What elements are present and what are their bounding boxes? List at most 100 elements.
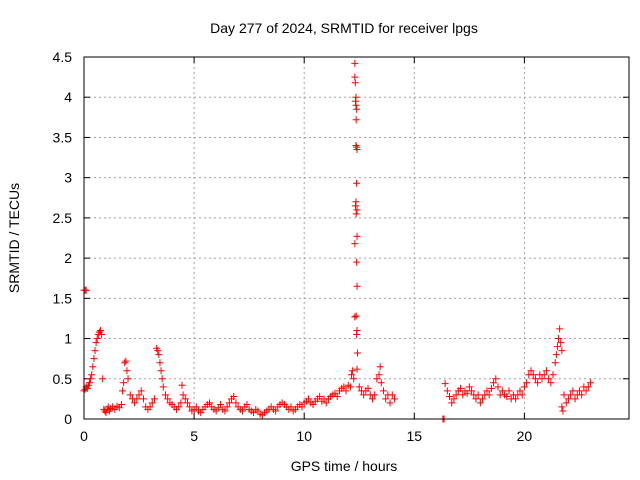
data-point [540, 371, 548, 379]
data-point [582, 387, 590, 395]
data-point [353, 365, 361, 373]
y-axis-title: SRMTID / TECUs [6, 183, 22, 293]
data-point [547, 379, 555, 387]
data-point [558, 347, 566, 355]
data-point [479, 395, 487, 403]
data-point [243, 401, 251, 409]
data-point [373, 375, 381, 383]
data-point [316, 392, 324, 400]
data-point [124, 375, 132, 383]
data-point [146, 403, 154, 411]
data-point [123, 367, 131, 375]
data-point [476, 399, 484, 407]
data-point [485, 391, 493, 399]
data-point [360, 391, 368, 399]
data-point [353, 146, 361, 154]
y-tick-label: 4.5 [53, 49, 73, 65]
data-point [586, 379, 594, 387]
data-point [446, 392, 454, 400]
y-tick-label: 4 [64, 89, 72, 105]
data-point [545, 375, 553, 383]
data-point [99, 375, 107, 383]
data-point [232, 399, 240, 407]
data-point [157, 367, 165, 375]
data-point [175, 403, 183, 411]
data-point [342, 387, 350, 395]
data-point [87, 375, 95, 383]
data-point [463, 389, 471, 397]
data-point [221, 407, 229, 415]
data-point [181, 395, 189, 403]
data-point [351, 313, 359, 321]
data-point [230, 392, 238, 400]
data-point [492, 375, 500, 383]
data-point [161, 391, 169, 399]
data-point [89, 363, 97, 371]
y-tick-label: 2 [64, 250, 72, 266]
data-point [353, 258, 361, 266]
data-point [564, 395, 572, 403]
data-point [450, 395, 458, 403]
data-point [353, 105, 361, 113]
data-point [353, 331, 361, 339]
data-point [88, 371, 96, 379]
data-point [126, 391, 134, 399]
y-tick-label: 0 [64, 411, 72, 427]
data-point [531, 375, 539, 383]
data-point [178, 381, 186, 389]
data-point [512, 395, 520, 403]
data-point [452, 391, 460, 399]
data-point [487, 384, 495, 392]
data-point [376, 363, 384, 371]
data-point [348, 371, 356, 379]
x-tick-label: 0 [80, 428, 88, 444]
data-point [443, 387, 451, 395]
data-point [459, 391, 467, 399]
data-point [93, 335, 101, 343]
data-point [322, 399, 330, 407]
data-point [117, 401, 125, 409]
data-point [353, 232, 361, 240]
data-point [560, 391, 568, 399]
data-point [223, 403, 231, 411]
data-point [516, 387, 524, 395]
data-point [156, 359, 164, 367]
data-point [183, 399, 191, 407]
data-point [192, 403, 200, 411]
data-point [352, 101, 360, 109]
data-point [148, 399, 156, 407]
grid-lines [84, 57, 629, 419]
data-point [186, 403, 194, 411]
data-point [91, 347, 99, 355]
data-point [346, 383, 354, 391]
data-point [390, 395, 398, 403]
chart-title: Day 277 of 2024, SRMTID for receiver lpg… [210, 20, 478, 36]
data-point [557, 339, 565, 347]
data-point [382, 395, 390, 403]
data-point [375, 371, 383, 379]
data-point [154, 347, 162, 355]
data-point [352, 312, 360, 320]
data-point [97, 327, 105, 335]
x-tick-label: 5 [190, 428, 198, 444]
data-point [119, 387, 127, 395]
data-point [553, 343, 561, 351]
data-point [483, 387, 491, 395]
data-point [379, 387, 387, 395]
data-points [80, 59, 594, 423]
data-point [349, 367, 357, 375]
data-point [352, 202, 360, 210]
data-point [371, 391, 379, 399]
data-point [350, 375, 358, 383]
data-point [135, 391, 143, 399]
x-axis-title: GPS time / hours [291, 458, 398, 474]
data-point [441, 380, 449, 388]
data-point [562, 399, 570, 407]
data-point [518, 391, 526, 399]
data-point [505, 387, 513, 395]
data-point [353, 179, 361, 187]
data-point [159, 383, 167, 391]
data-point [122, 357, 130, 365]
data-point [498, 387, 506, 395]
